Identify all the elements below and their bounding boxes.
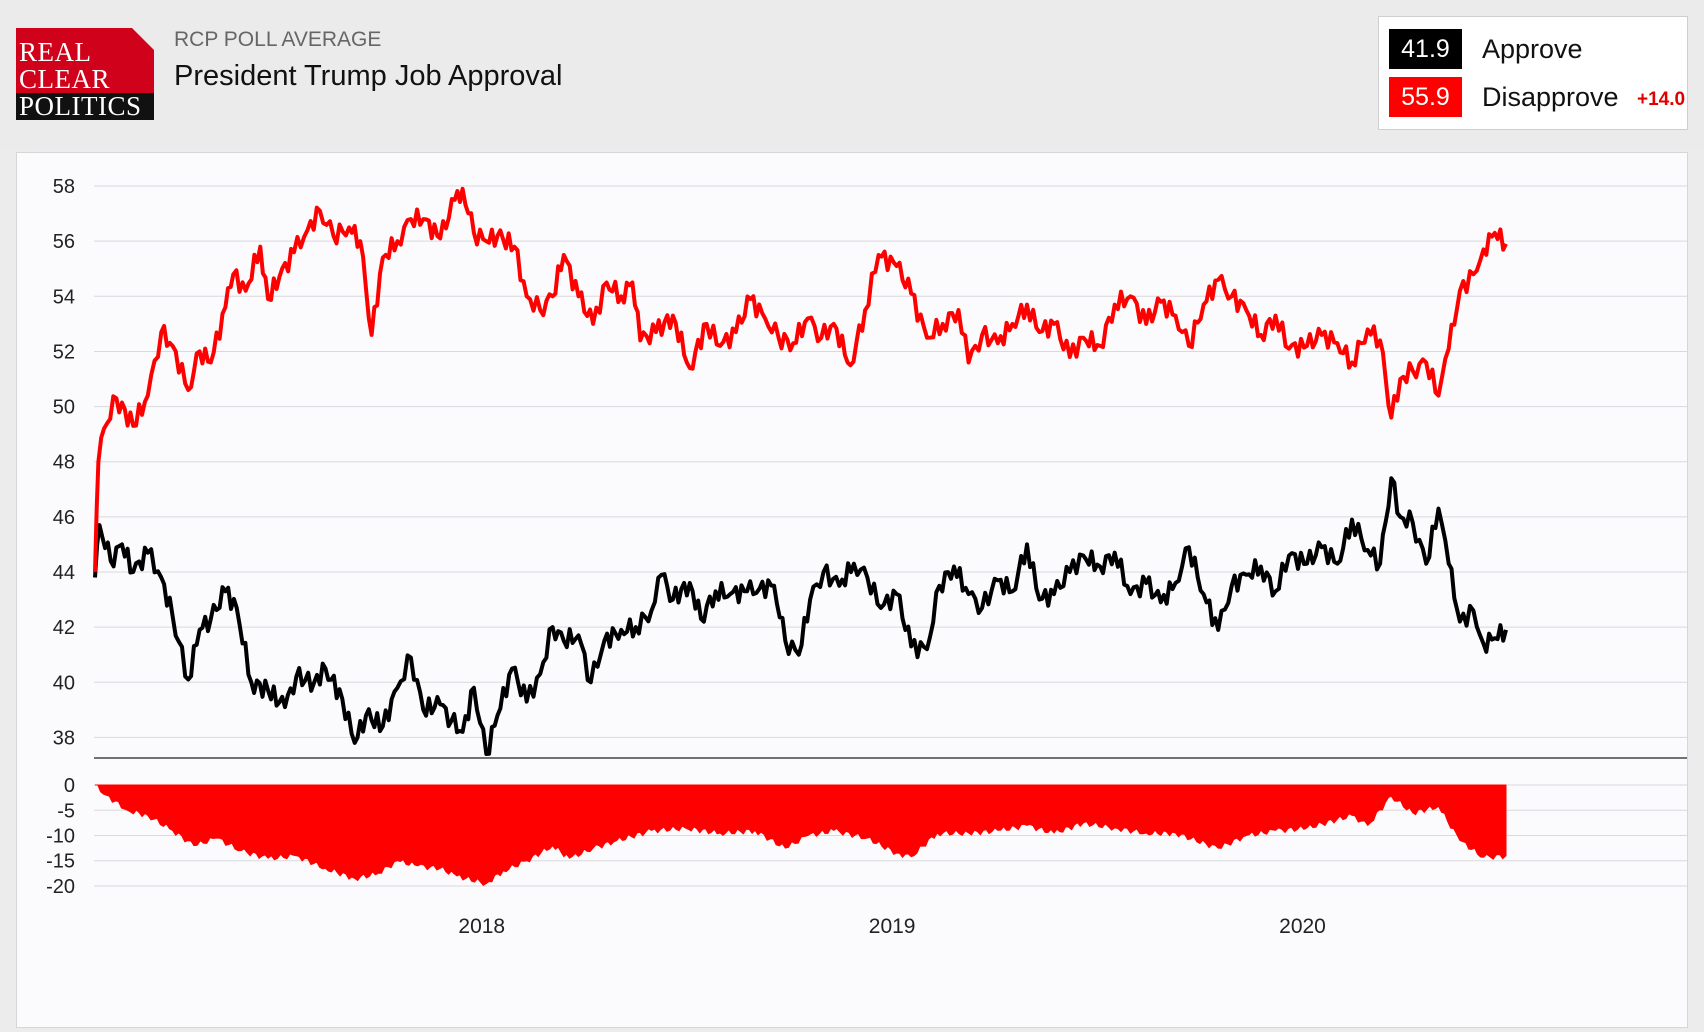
- spread-y-tick-labels: 0 -5 -10 -15 -20: [46, 775, 75, 898]
- spread-y-tick-label: 0: [64, 775, 75, 797]
- x-tick-labels: 2018 2019 2020: [458, 915, 1325, 938]
- approve-line: [93, 476, 1508, 756]
- logo-line-1: REAL: [19, 37, 92, 67]
- disapprove-line: [93, 186, 1508, 573]
- main-y-tick-label: 46: [53, 507, 75, 529]
- main-y-tick-label: 44: [53, 562, 75, 584]
- main-y-tick-label: 42: [53, 617, 75, 639]
- chart-card: 38 40 42 44 46 48 50 52 54 56 58 0 -5 -10 -15 -20 2018…: [16, 152, 1688, 1028]
- rcp-logo[interactable]: REAL CLEAR POLITICS: [16, 28, 154, 120]
- logo-corner-fold: [132, 28, 154, 50]
- main-y-tick-label: 48: [53, 452, 75, 474]
- main-y-tick-label: 50: [53, 397, 75, 419]
- x-tick-label: 2019: [869, 915, 916, 938]
- spread-y-tick-label: -20: [46, 876, 75, 898]
- logo-line-3: POLITICS: [19, 91, 142, 121]
- spread-y-tick-label: -10: [46, 825, 75, 847]
- spread-area: [95, 784, 1507, 886]
- main-y-tick-label: 40: [53, 672, 75, 694]
- spread-area-layer: [95, 784, 1507, 886]
- poll-average-kicker: RCP POLL AVERAGE: [174, 28, 382, 51]
- main-y-tick-label: 54: [53, 286, 75, 308]
- approve-value-badge: 41.9: [1389, 29, 1462, 69]
- main-y-tick-label: 58: [53, 176, 75, 198]
- approve-label: Approve: [1482, 34, 1583, 64]
- x-tick-label: 2020: [1279, 915, 1326, 938]
- spread-value: +14.0: [1637, 89, 1686, 110]
- disapprove-label: Disapprove: [1482, 82, 1619, 112]
- logo-bottom-band: [16, 93, 154, 120]
- main-y-tick-label: 52: [53, 341, 75, 363]
- main-y-tick-labels: 38 40 42 44 46 48 50 52 54 56 58: [53, 176, 75, 749]
- main-y-tick-label: 38: [53, 727, 75, 749]
- legend-box: 41.9 Approve 55.9 Disapprove +14.0: [1378, 16, 1688, 130]
- disapprove-value-badge: 55.9: [1389, 77, 1462, 117]
- page-title: President Trump Job Approval: [174, 60, 563, 92]
- main-y-tick-label: 56: [53, 231, 75, 253]
- spread-y-tick-label: -15: [46, 851, 75, 873]
- main-grid: [94, 185, 1687, 738]
- main-series-lines: [93, 186, 1508, 756]
- spread-y-tick-label: -5: [57, 800, 75, 822]
- x-tick-label: 2018: [458, 915, 505, 938]
- logo-line-2: CLEAR: [19, 64, 111, 94]
- approval-chart[interactable]: 38 40 42 44 46 48 50 52 54 56 58 0 -5 -10 -15 -20 2018…: [17, 153, 1687, 1027]
- header: REAL CLEAR POLITICS RCP POLL AVERAGE Pre…: [0, 0, 1704, 150]
